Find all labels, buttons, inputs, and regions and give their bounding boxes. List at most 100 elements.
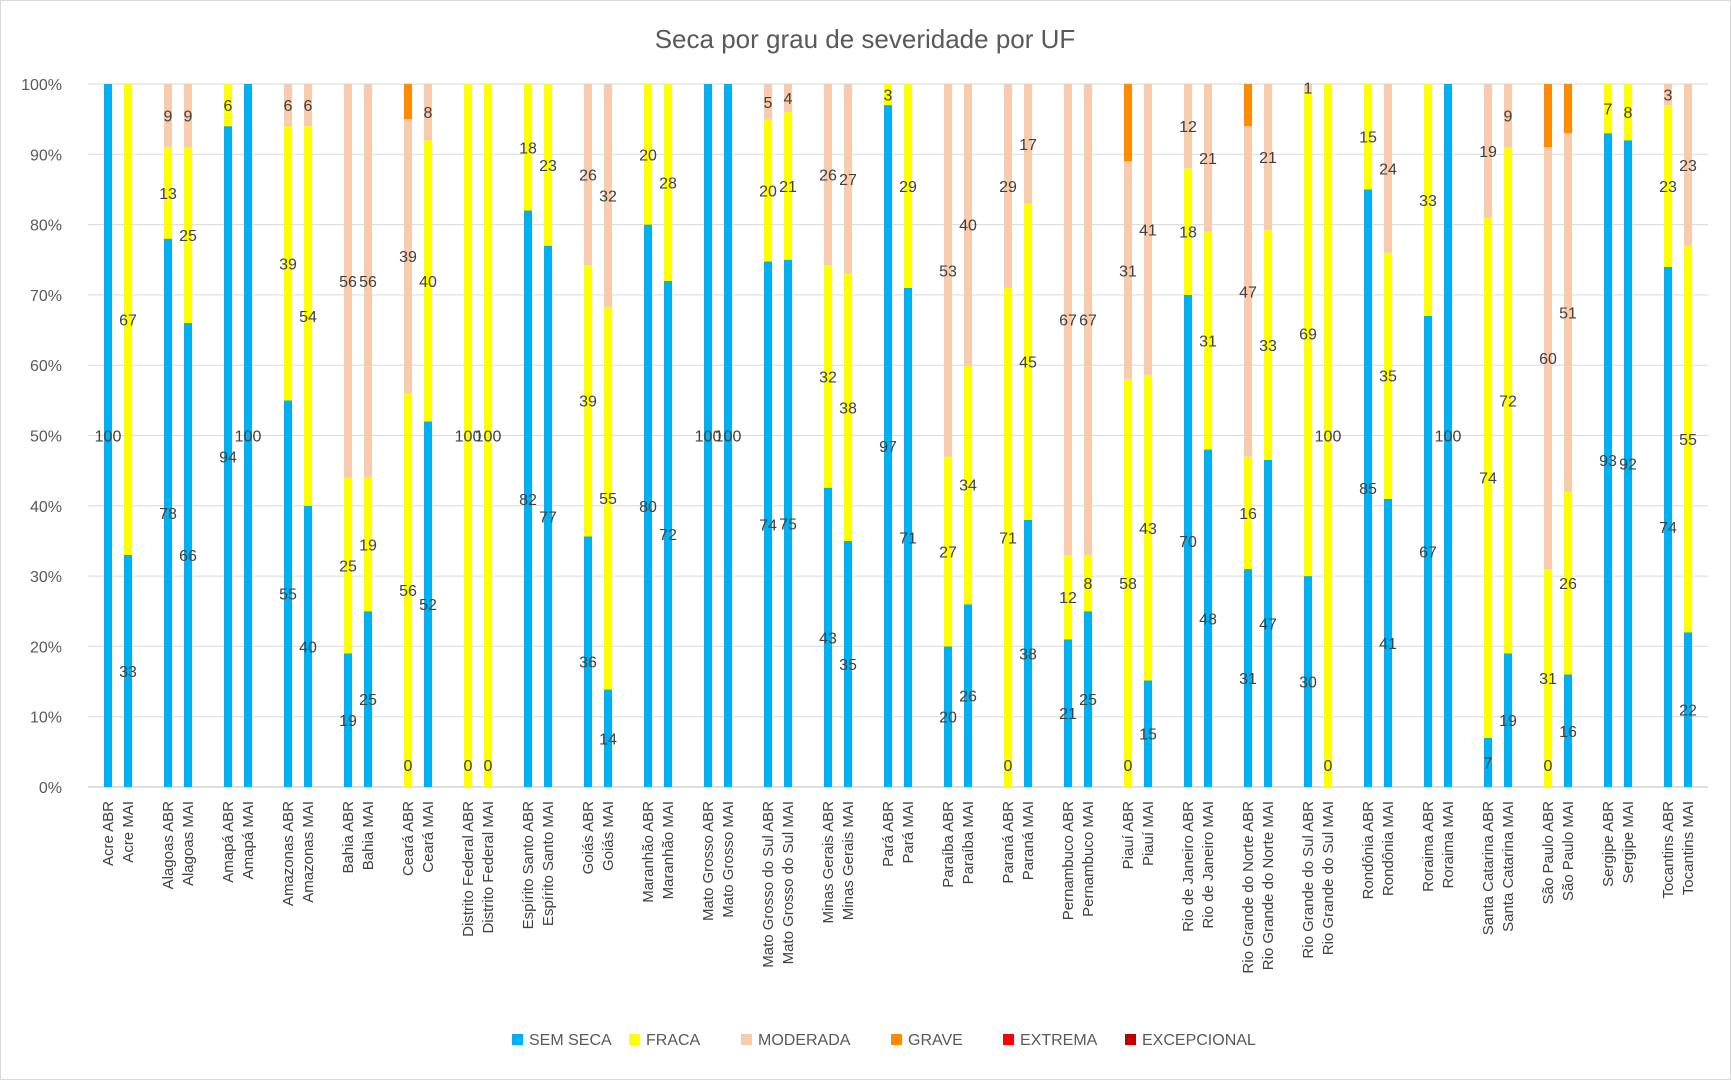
data-label: 27 — [939, 544, 957, 561]
bar-segment-moderada — [404, 119, 412, 394]
bar-segment-sem-seca — [1424, 315, 1432, 787]
data-label: 5 — [764, 95, 773, 112]
data-label: 40 — [419, 274, 437, 291]
data-label: 26 — [959, 689, 977, 706]
data-label: 47 — [1259, 616, 1277, 633]
bar-segment-fraca — [1004, 287, 1012, 787]
legend-label-sem-seca: SEM SECA — [529, 1032, 612, 1049]
x-tick-label: Paraná ABR — [1000, 801, 1017, 884]
data-label: 100 — [235, 429, 262, 446]
bar-segment-fraca — [124, 84, 132, 556]
bar-segment-sem-seca — [1664, 266, 1672, 787]
bar-segment-fraca — [944, 456, 952, 647]
x-tick-label: Rio de Janeiro ABR — [1180, 801, 1197, 932]
data-label: 78 — [159, 506, 177, 523]
data-label: 25 — [1079, 692, 1097, 709]
bar-segment-fraca — [884, 84, 892, 106]
data-label: 6 — [284, 98, 293, 115]
bar-segment-sem-seca — [1084, 611, 1092, 787]
x-tick-label: Santa Catarina MAI — [1500, 801, 1517, 932]
bar-segment-sem-seca — [604, 689, 612, 787]
legend-swatch-moderada — [741, 1034, 752, 1045]
data-label: 21 — [1059, 706, 1077, 723]
data-label: 72 — [1499, 393, 1517, 410]
bar-segment-moderada — [1204, 84, 1212, 232]
bar-segment-sem-seca — [1684, 632, 1692, 787]
bar-segment-sem-seca — [704, 84, 712, 787]
bar-segment-fraca — [664, 84, 672, 281]
data-label: 26 — [1559, 576, 1577, 593]
y-tick-label: 40% — [30, 499, 62, 516]
bar-segment-moderada — [764, 84, 772, 120]
bar-segment-moderada — [344, 84, 352, 478]
bar-segment-sem-seca — [1484, 737, 1492, 787]
data-label: 12 — [1059, 590, 1077, 607]
bar-segment-sem-seca — [764, 261, 772, 787]
x-tick-label: Mato Grosso ABR — [700, 801, 717, 921]
bar-segment-sem-seca — [1144, 680, 1152, 787]
bar-segment-fraca — [844, 273, 852, 541]
bar-segment-fraca — [1624, 84, 1632, 141]
data-label: 100 — [475, 429, 502, 446]
bar-segment-fraca — [1564, 491, 1572, 675]
data-label: 100 — [1315, 429, 1342, 446]
x-tick-label: Espírito Santo ABR — [520, 801, 537, 930]
legend-swatch-sem-seca — [512, 1034, 523, 1045]
bar-segment-moderada — [364, 84, 372, 478]
data-label: 7 — [1604, 102, 1613, 119]
bar-segment-fraca — [584, 264, 592, 537]
data-label: 38 — [1019, 646, 1037, 663]
bar-segment-moderada — [424, 84, 432, 141]
data-label: 60 — [1539, 351, 1557, 368]
bar-segment-moderada — [824, 84, 832, 265]
x-tick-label: Rondônia MAI — [1380, 801, 1397, 896]
data-label: 3 — [1664, 88, 1673, 105]
data-label: 34 — [959, 478, 977, 495]
data-label: 97 — [879, 439, 897, 456]
x-tick-label: Pará ABR — [880, 801, 897, 867]
x-tick-label: Distrito Federal MAI — [480, 801, 497, 934]
y-tick-label: 20% — [30, 639, 62, 656]
data-label: 0 — [404, 758, 413, 775]
bar-segment-moderada — [604, 84, 612, 307]
y-tick-label: 0% — [39, 780, 62, 797]
bar-segment-moderada — [1304, 84, 1312, 92]
data-label: 4 — [784, 91, 793, 108]
data-label: 6 — [224, 98, 233, 115]
bar-segment-sem-seca — [164, 238, 172, 787]
x-tick-label: Bahia ABR — [340, 801, 357, 874]
bar-segment-sem-seca — [544, 245, 552, 787]
bar-segment-sem-seca — [104, 84, 112, 787]
data-label: 24 — [1379, 161, 1397, 178]
bar-segment-moderada — [784, 84, 792, 113]
bar-segment-fraca — [764, 119, 772, 262]
x-tick-label: Roraima MAI — [1440, 801, 1457, 889]
y-tick-label: 70% — [30, 288, 62, 305]
bar-segment-fraca — [1304, 91, 1312, 577]
data-label: 28 — [659, 175, 677, 192]
data-label: 9 — [164, 109, 173, 126]
bar-segment-moderada — [1544, 147, 1552, 570]
y-tick-label: 30% — [30, 569, 62, 586]
bar-segment-sem-seca — [824, 487, 832, 787]
bar-segment-fraca — [1484, 217, 1492, 738]
bar-segment-fraca — [824, 264, 832, 488]
bar-segment-moderada — [1484, 84, 1492, 218]
data-label: 25 — [179, 228, 197, 245]
x-tick-label: Paraná MAI — [1020, 801, 1037, 880]
bar-segment-fraca — [604, 306, 612, 690]
x-tick-label: Rio Grande do Sul ABR — [1300, 801, 1317, 959]
x-tick-label: Amapá MAI — [240, 801, 257, 879]
data-label: 100 — [1435, 429, 1462, 446]
bar-segment-fraca — [304, 126, 312, 506]
x-tick-label: Espírito Santo MAI — [540, 801, 557, 926]
data-label: 80 — [639, 499, 657, 516]
bar-segment-fraca — [1064, 555, 1072, 640]
x-tick-label: Maranhão MAI — [660, 801, 677, 899]
x-tick-label: Acre ABR — [100, 801, 117, 866]
data-label: 0 — [1004, 758, 1013, 775]
bar-segment-fraca — [1504, 147, 1512, 654]
data-label: 36 — [579, 655, 597, 672]
x-tick-label: Alagoas MAI — [180, 801, 197, 886]
